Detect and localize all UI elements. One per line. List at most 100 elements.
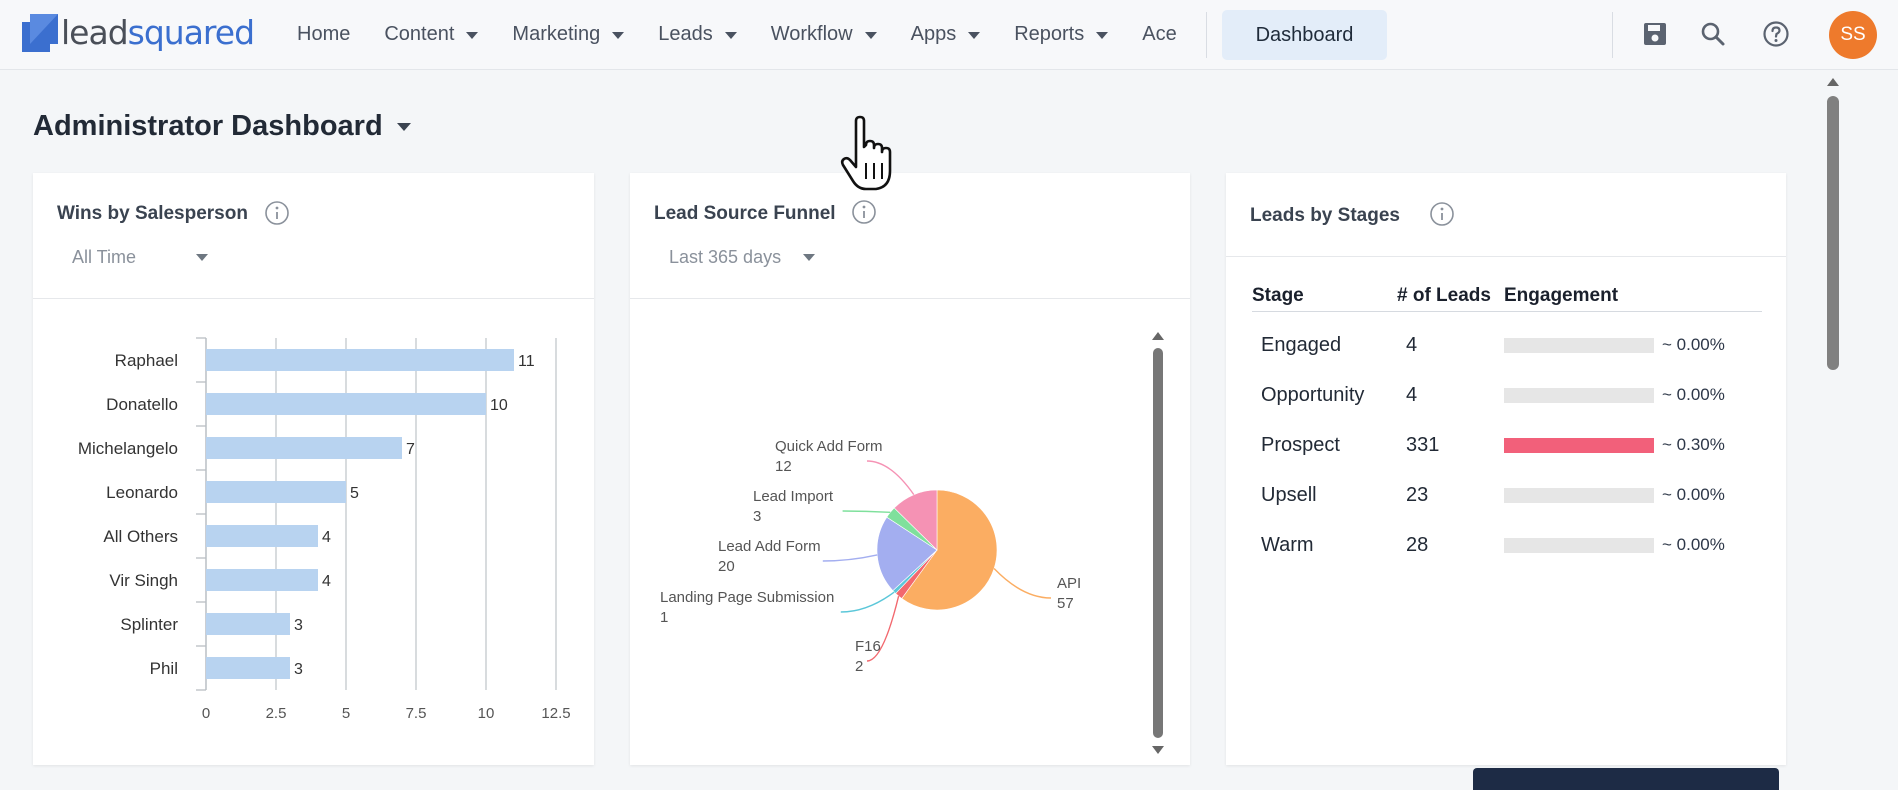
table-row[interactable]: Upsell 23 ~ 0.00% [1252, 470, 1762, 520]
table-row[interactable]: Opportunity 4 ~ 0.00% [1252, 370, 1762, 420]
x-tick-label: 7.5 [406, 705, 427, 722]
nav-home[interactable]: Home [297, 23, 350, 46]
nav-marketing-label: Marketing [512, 23, 601, 45]
slice-label: F16 [855, 638, 881, 655]
user-avatar[interactable]: SS [1829, 11, 1877, 59]
engagement-bar [1504, 437, 1654, 453]
table-row[interactable]: Prospect 331 ~ 0.30% [1252, 420, 1762, 470]
nav-leads[interactable]: Leads [658, 23, 737, 46]
wins-by-salesperson-card: Wins by Salesperson All Time 0 2.5 5 7.5 10 1… [33, 173, 594, 765]
info-icon[interactable] [264, 200, 290, 226]
bar-value-label: 11 [518, 353, 535, 370]
nav-reports-label: Reports [1014, 23, 1085, 45]
leadsquared-logo[interactable]: leadsquared [22, 13, 255, 52]
logo-text: leadsquared [61, 13, 255, 52]
table-row[interactable]: Warm 28 ~ 0.00% [1252, 520, 1762, 570]
date-range-dropdown[interactable]: Last 365 days [669, 247, 816, 268]
nav-ace-label: Ace [1142, 23, 1177, 45]
category-label: Michelangelo [78, 439, 178, 458]
page-title[interactable]: Administrator Dashboard [33, 110, 383, 142]
chevron-down-icon [803, 254, 816, 261]
chevron-down-icon[interactable] [397, 123, 411, 131]
stages-table-header: Stage # of Leads Engagement [1252, 285, 1762, 312]
stage-name: Warm [1261, 533, 1314, 556]
bar [206, 349, 514, 371]
save-icon[interactable] [1641, 20, 1669, 48]
nav-reports[interactable]: Reports [1014, 23, 1109, 46]
floating-panel-edge[interactable] [1473, 768, 1779, 790]
card-title: Lead Source Funnel [654, 203, 836, 224]
bar [206, 481, 346, 503]
slice-label: Lead Add Form [718, 538, 821, 555]
bar-value-label: 3 [294, 661, 303, 678]
engagement-percent: ~ 0.00% [1662, 335, 1725, 354]
stage-lead-count: 4 [1406, 383, 1418, 406]
stage-lead-count: 4 [1406, 333, 1418, 356]
stage-lead-count: 331 [1406, 433, 1440, 456]
nav-divider [1206, 12, 1207, 58]
scroll-down-arrow-icon[interactable] [1152, 746, 1164, 754]
nav-apps[interactable]: Apps [911, 23, 981, 46]
chevron-down-icon [864, 32, 877, 39]
pie-leader-line [866, 595, 900, 662]
engagement-percent: ~ 0.00% [1662, 485, 1725, 504]
wins-bar-chart: 0 2.5 5 7.5 10 12.5 Raphael 11 Donatello 10 Michel… [78, 337, 571, 722]
header-engagement: Engagement [1504, 285, 1619, 306]
help-icon[interactable] [1762, 20, 1790, 48]
chevron-down-icon [968, 32, 981, 39]
scrollbar-thumb[interactable] [1827, 96, 1839, 370]
chevron-down-icon [612, 32, 625, 39]
category-label: All Others [103, 527, 178, 546]
nav-home-label: Home [297, 23, 351, 45]
stage-name: Engaged [1261, 333, 1342, 356]
hand-cursor-icon [840, 115, 892, 191]
nav-content[interactable]: Content [384, 23, 479, 46]
chart-scrollbar[interactable] [1148, 328, 1168, 758]
x-tick-label: 0 [202, 705, 210, 722]
nav-workflow-label: Workflow [770, 23, 853, 45]
nav-ace[interactable]: Ace [1142, 23, 1176, 46]
engagement-bar [1504, 337, 1654, 353]
engagement-bar [1504, 487, 1654, 503]
pie-leader-line [822, 554, 878, 562]
bar-value-label: 4 [322, 573, 331, 590]
slice-value-label: 2 [855, 658, 863, 675]
engagement-bar-fill [1504, 437, 1654, 453]
x-tick-label: 5 [342, 705, 350, 722]
engagement-percent: ~ 0.00% [1662, 535, 1725, 554]
nav-leads-label: Leads [658, 23, 713, 45]
chevron-down-icon [196, 254, 209, 261]
search-icon[interactable] [1699, 20, 1727, 48]
x-tick-label: 2.5 [266, 705, 287, 722]
stage-lead-count: 28 [1406, 533, 1429, 556]
slice-value-label: 3 [753, 508, 761, 525]
bar [206, 393, 486, 415]
category-label: Phil [150, 659, 178, 678]
time-filter-dropdown[interactable]: All Time [72, 247, 209, 268]
pie-slice [876, 516, 938, 592]
table-row[interactable]: Engaged 4 ~ 0.00% [1252, 320, 1762, 370]
bar-value-label: 7 [406, 441, 415, 458]
chevron-down-icon [724, 32, 737, 39]
stage-name: Prospect [1261, 433, 1340, 456]
info-icon[interactable] [1429, 201, 1455, 227]
slice-label: Landing Page Submission [660, 589, 834, 606]
engagement-bar [1504, 387, 1654, 403]
scroll-up-arrow-icon[interactable] [1152, 332, 1164, 340]
nav-marketing[interactable]: Marketing [512, 23, 625, 46]
scrollbar-thumb[interactable] [1153, 348, 1163, 738]
slice-value-label: 57 [1057, 595, 1074, 612]
dashboard-button[interactable]: Dashboard [1222, 10, 1387, 60]
bar [206, 657, 290, 679]
scroll-up-arrow-icon[interactable] [1827, 78, 1839, 86]
info-icon[interactable] [851, 199, 877, 225]
lead-source-pie-chart: API 57 F16 2 Landing Page Submission 1 Lead Ad… [660, 438, 1081, 675]
slice-value-label: 12 [775, 458, 792, 475]
engagement-percent: ~ 0.30% [1662, 435, 1725, 454]
page-scrollbar[interactable] [1824, 76, 1842, 790]
x-tick-label: 10 [478, 705, 495, 722]
nav-workflow[interactable]: Workflow [771, 23, 877, 46]
nav-apps-label: Apps [910, 23, 957, 45]
stage-lead-count: 23 [1406, 483, 1429, 506]
bar-value-label: 10 [490, 397, 508, 414]
